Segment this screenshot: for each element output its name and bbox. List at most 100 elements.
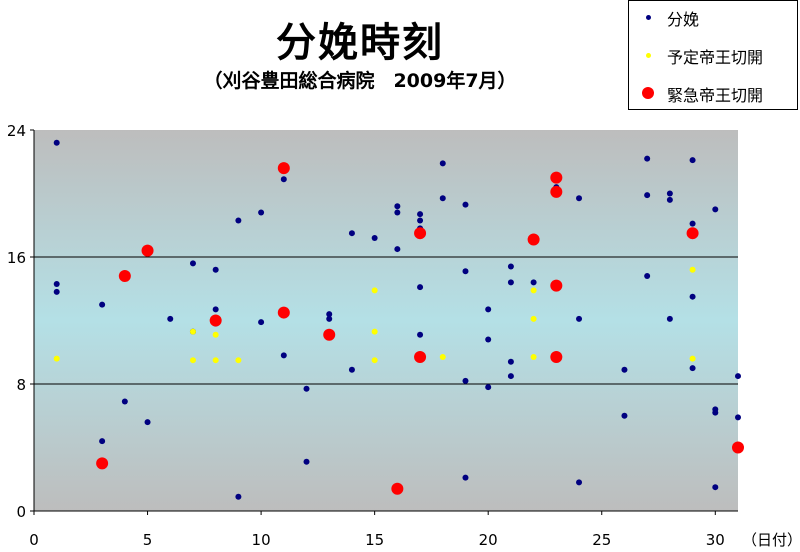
data-point-series-1 — [530, 287, 537, 294]
legend-item: 予定帝王切開 — [629, 1, 797, 67]
data-point-series-2 — [118, 270, 131, 283]
x-tick-label: 5 — [143, 531, 153, 549]
data-point-series-1 — [689, 266, 696, 273]
data-point-series-0 — [712, 206, 719, 213]
data-point-series-0 — [53, 288, 60, 295]
data-point-series-1 — [371, 357, 378, 364]
legend-marker — [642, 87, 654, 99]
chart-subtitle: （刈谷豊田総合病院 2009年7月） — [203, 70, 517, 92]
data-point-series-0 — [462, 268, 469, 275]
data-point-series-0 — [689, 293, 696, 300]
data-point-series-2 — [277, 306, 290, 319]
data-point-series-0 — [485, 384, 492, 391]
data-point-series-0 — [712, 409, 719, 416]
data-point-series-0 — [462, 474, 469, 481]
data-point-series-0 — [189, 260, 196, 267]
data-point-series-2 — [391, 482, 404, 495]
x-tick-label: 0 — [29, 531, 39, 549]
data-point-series-0 — [303, 385, 310, 392]
data-point-series-1 — [189, 328, 196, 335]
data-point-series-0 — [348, 230, 355, 237]
data-point-series-0 — [348, 366, 355, 373]
data-point-series-2 — [209, 314, 222, 327]
data-point-series-0 — [394, 246, 401, 253]
data-point-series-0 — [576, 315, 583, 322]
data-point-series-0 — [621, 366, 628, 373]
legend-item: 緊急帝王切開 — [629, 1, 797, 105]
data-point-series-2 — [527, 233, 540, 246]
data-point-series-2 — [550, 171, 563, 184]
data-point-series-2 — [686, 227, 699, 240]
data-point-series-0 — [666, 190, 673, 197]
legend-item: 分娩 — [629, 1, 797, 29]
data-point-series-0 — [280, 176, 287, 183]
data-point-series-0 — [735, 414, 741, 421]
x-tick-label: 25 — [592, 531, 611, 549]
data-point-series-0 — [644, 192, 651, 199]
data-point-series-0 — [507, 358, 514, 365]
data-point-series-0 — [121, 398, 128, 405]
data-point-series-0 — [167, 315, 174, 322]
data-point-series-0 — [507, 279, 514, 286]
data-point-series-0 — [439, 160, 446, 167]
data-point-series-0 — [462, 377, 469, 384]
data-point-series-0 — [303, 458, 310, 465]
data-point-series-1 — [189, 357, 196, 364]
y-tick-label: 0 — [16, 503, 26, 521]
data-point-series-0 — [371, 234, 378, 241]
data-point-series-0 — [144, 419, 151, 426]
legend-label: 予定帝王切開 — [667, 48, 764, 67]
data-point-series-0 — [99, 438, 106, 445]
legend-marker — [645, 14, 651, 20]
y-tick-label: 16 — [7, 249, 26, 267]
x-tick-label: 10 — [252, 531, 271, 549]
x-tick-label: 15 — [365, 531, 384, 549]
data-point-series-1 — [212, 331, 219, 338]
data-point-series-2 — [277, 162, 290, 175]
data-point-series-1 — [212, 357, 219, 364]
data-point-series-0 — [394, 209, 401, 216]
data-point-series-0 — [689, 365, 696, 372]
data-point-series-0 — [394, 203, 401, 210]
legend-label: 緊急帝王切開 — [667, 86, 764, 105]
data-point-series-0 — [576, 195, 583, 202]
data-point-series-2 — [732, 441, 744, 454]
data-point-series-0 — [53, 280, 60, 287]
x-tick-label: 30 — [706, 531, 725, 549]
data-point-series-0 — [439, 195, 446, 202]
data-point-series-1 — [530, 315, 537, 322]
data-point-series-0 — [644, 273, 651, 280]
data-point-series-0 — [666, 196, 673, 203]
data-point-series-0 — [258, 319, 265, 326]
data-point-series-1 — [689, 355, 696, 362]
data-point-series-0 — [507, 373, 514, 380]
x-axis-label: （日付） — [742, 531, 800, 549]
data-point-series-0 — [712, 484, 719, 491]
legend: 分娩予定帝王切開 緊急帝王切開 — [628, 0, 798, 110]
data-point-series-1 — [530, 354, 537, 361]
data-point-series-0 — [258, 209, 265, 216]
data-point-series-0 — [462, 201, 469, 208]
data-point-series-0 — [212, 266, 219, 273]
data-point-series-1 — [371, 287, 378, 294]
data-point-series-0 — [235, 493, 242, 500]
data-point-series-2 — [96, 457, 109, 470]
data-point-series-0 — [666, 315, 673, 322]
data-point-series-1 — [439, 354, 446, 361]
data-point-series-0 — [689, 157, 696, 164]
data-point-series-1 — [53, 355, 60, 362]
data-point-series-2 — [550, 351, 563, 364]
data-point-series-0 — [280, 352, 287, 359]
data-point-series-0 — [417, 284, 424, 291]
data-point-series-0 — [417, 331, 424, 338]
data-point-series-0 — [326, 315, 333, 322]
y-tick-label: 8 — [16, 376, 26, 394]
data-point-series-0 — [644, 155, 651, 162]
data-point-series-0 — [576, 479, 583, 486]
data-point-series-2 — [414, 351, 427, 364]
legend-label: 分娩 — [667, 10, 700, 29]
data-point-series-0 — [53, 139, 60, 146]
x-tick-label: 20 — [479, 531, 498, 549]
data-point-series-0 — [485, 306, 492, 313]
